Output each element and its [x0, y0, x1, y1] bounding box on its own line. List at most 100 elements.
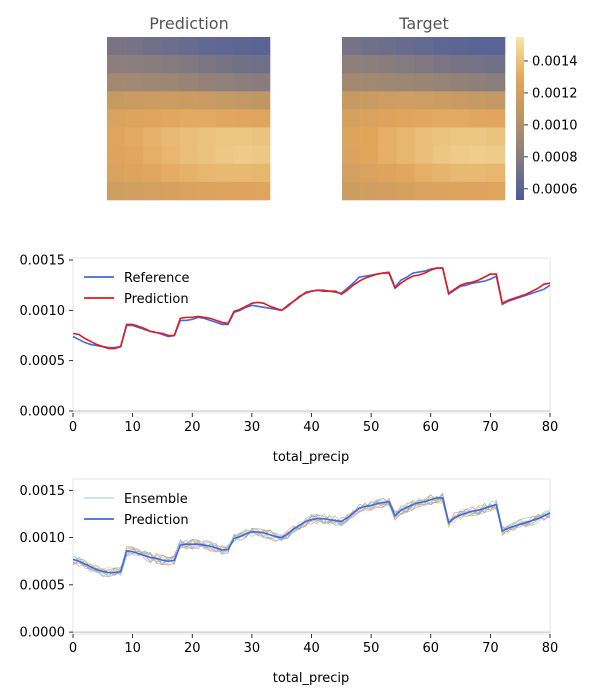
- heatmap-cell: [161, 181, 180, 201]
- y-tick-label: 0.0015: [20, 254, 66, 269]
- x-tick-label: 70: [482, 641, 499, 656]
- heatmap-cell: [486, 145, 506, 165]
- heatmap-cell: [450, 91, 470, 110]
- heatmap-cell: [342, 91, 361, 110]
- heatmap-cell: [143, 109, 162, 128]
- heatmap-cell: [360, 127, 379, 146]
- x-tick-label: 70: [482, 420, 499, 435]
- heatmap-cell: [107, 109, 126, 128]
- heatmap-cell: [396, 55, 415, 74]
- heatmap-cell: [432, 55, 451, 74]
- heatmap-cell: [468, 109, 488, 128]
- heatmap-cell: [450, 145, 470, 165]
- heatmap-cell: [143, 163, 162, 183]
- x-tick-label: 30: [244, 420, 261, 435]
- heatmap-cell: [125, 163, 144, 183]
- colorbar-tick-label: 0.0012: [532, 86, 578, 101]
- heatmap-cell: [107, 91, 126, 110]
- heatmap-cell: [468, 163, 488, 183]
- heatmap-cell: [432, 91, 451, 110]
- legend-ensemble-label: Ensemble: [124, 492, 188, 507]
- heatmap-cell: [233, 163, 253, 183]
- heatmap-cell: [378, 73, 397, 92]
- heatmap-cell: [143, 145, 162, 165]
- heatmap-cell: [179, 163, 198, 183]
- heatmap-cell: [360, 109, 379, 128]
- heatmap-cell: [432, 145, 451, 165]
- heatmap-cell: [107, 145, 126, 165]
- heatmap-cell: [143, 91, 162, 110]
- heatmap-cell: [107, 73, 126, 92]
- heatmap-cell: [342, 37, 361, 56]
- heatmap-cell: [125, 127, 144, 146]
- heatmap-cell: [378, 163, 397, 183]
- y-tick-label: 0.0000: [20, 626, 66, 641]
- heatmap-cell: [432, 109, 451, 128]
- heatmap-cell: [233, 91, 253, 110]
- prediction-heatmap-title: Prediction: [149, 14, 228, 33]
- heatmap-cell: [342, 127, 361, 146]
- heatmap-cell: [450, 73, 470, 92]
- heatmap-cell: [125, 37, 144, 56]
- heatmap-cell: [143, 127, 162, 146]
- heatmap-cell: [251, 55, 271, 74]
- colorbar-tick-label: 0.0008: [532, 150, 578, 165]
- heatmap-cell: [414, 73, 433, 92]
- heatmap-cell: [378, 109, 397, 128]
- heatmap-cell: [468, 55, 488, 74]
- heatmap-cell: [360, 91, 379, 110]
- ensemble-member-line: [72, 496, 551, 576]
- x-tick-label: 0: [69, 420, 77, 435]
- y-tick-label: 0.0005: [20, 578, 66, 593]
- heatmap-cell: [161, 37, 180, 56]
- heatmap-cell: [378, 181, 397, 201]
- heatmap-cell: [450, 163, 470, 183]
- x-tick-label: 10: [124, 420, 141, 435]
- heatmap-cell: [125, 55, 144, 74]
- y-tick-label: 0.0010: [20, 531, 66, 546]
- heatmap-cell: [143, 37, 162, 56]
- heatmap-cell: [143, 55, 162, 74]
- heatmap-cell: [432, 37, 451, 56]
- heatmap-cell: [486, 109, 506, 128]
- heatmap-cell: [378, 127, 397, 146]
- heatmap-cell: [107, 37, 126, 56]
- heatmap-cell: [161, 55, 180, 74]
- colorbar-tick-label: 0.0014: [532, 54, 578, 69]
- heatmap-cell: [251, 127, 271, 146]
- heatmap-cell: [432, 163, 451, 183]
- heatmap-cell: [486, 181, 506, 201]
- heatmap-cell: [432, 73, 451, 92]
- heatmap-cell: [197, 145, 216, 165]
- heatmap-cell: [450, 37, 470, 56]
- heatmap-cell: [486, 37, 506, 56]
- heatmap-cell: [125, 109, 144, 128]
- heatmap-cell: [432, 127, 451, 146]
- heatmap-cell: [233, 73, 253, 92]
- target-heatmap-title: Target: [398, 14, 449, 33]
- heatmap-cell: [360, 73, 379, 92]
- heatmap-cell: [215, 37, 235, 56]
- heatmap-cell: [360, 181, 379, 201]
- legend-prediction2-label: Prediction: [124, 513, 189, 528]
- heatmap-cell: [233, 109, 253, 128]
- heatmap-cell: [396, 109, 415, 128]
- x-tick-label: 0: [69, 641, 77, 656]
- heatmap-cell: [161, 145, 180, 165]
- heatmap-cell: [143, 73, 162, 92]
- heatmap-cell: [179, 109, 198, 128]
- heatmap-cell: [251, 37, 271, 56]
- heatmap-cell: [468, 91, 488, 110]
- heatmap-cell: [215, 109, 235, 128]
- x-tick-label: 40: [303, 420, 320, 435]
- heatmap-cell: [197, 55, 216, 74]
- heatmap-cell: [414, 37, 433, 56]
- target-heatmap: [342, 37, 506, 201]
- heatmap-cell: [414, 145, 433, 165]
- y-tick-label: 0.0010: [20, 304, 66, 319]
- heatmap-cell: [396, 73, 415, 92]
- heatmap-cell: [450, 55, 470, 74]
- heatmap-cell: [161, 91, 180, 110]
- heatmap-cell: [342, 109, 361, 128]
- heatmap-cell: [396, 145, 415, 165]
